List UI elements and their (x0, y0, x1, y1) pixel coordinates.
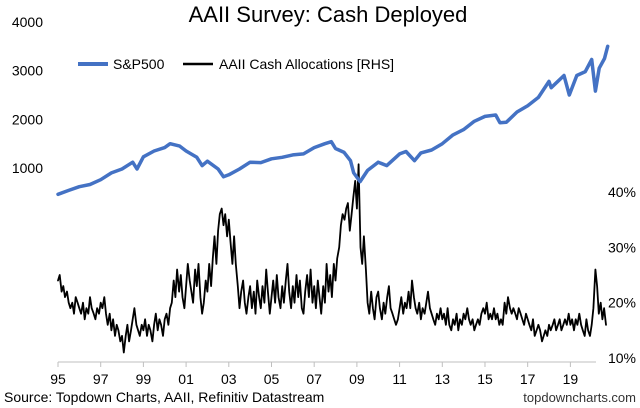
x-axis-tick-label: 07 (306, 371, 322, 387)
legend-label-aaii-cash: AAII Cash Allocations [RHS] (219, 56, 394, 72)
sp500-line (56, 44, 610, 197)
right-axis: 10% 20% 30% 40% (608, 184, 636, 366)
left-axis-tick-label: 4000 (12, 14, 43, 30)
x-axis-tick-label: 99 (136, 371, 152, 387)
x-axis-tick-label: 11 (392, 371, 407, 387)
left-axis-tick-label: 2000 (12, 111, 43, 127)
x-axis-tick-label: 15 (477, 371, 493, 387)
x-axis: 95 97 99 01 03 05 07 09 11 13 15 17 19 (50, 361, 596, 387)
chart-title: AAII Survey: Cash Deployed (189, 2, 468, 27)
right-axis-tick-label: 30% (608, 239, 636, 255)
x-axis-tick-label: 09 (349, 371, 365, 387)
x-axis-tick-label: 05 (264, 371, 280, 387)
x-axis-tick-label: 13 (434, 371, 450, 387)
x-axis-tick-label: 03 (221, 371, 237, 387)
x-axis-tick-label: 97 (93, 371, 109, 387)
aaii-cash-line (57, 163, 607, 354)
legend-label-sp500: S&P500 (113, 56, 165, 72)
x-axis-tick-label: 19 (563, 371, 579, 387)
watermark: topdowncharts.com (523, 390, 636, 405)
x-axis-tick-label: 01 (178, 371, 194, 387)
right-axis-tick-label: 20% (608, 295, 636, 311)
left-axis-tick-label: 1000 (12, 160, 43, 176)
left-axis-tick-label: 3000 (12, 63, 43, 79)
right-axis-tick-label: 40% (608, 184, 636, 200)
x-axis-tick-label: 95 (50, 371, 66, 387)
x-axis-tick-label: 17 (520, 371, 536, 387)
series-group (56, 44, 610, 354)
right-axis-tick-label: 10% (608, 350, 636, 366)
source-note: Source: Topdown Charts, AAII, Refinitiv … (4, 389, 324, 405)
left-axis: 1000 2000 3000 4000 (12, 14, 43, 176)
legend: S&P500 AAII Cash Allocations [RHS] (78, 56, 394, 72)
